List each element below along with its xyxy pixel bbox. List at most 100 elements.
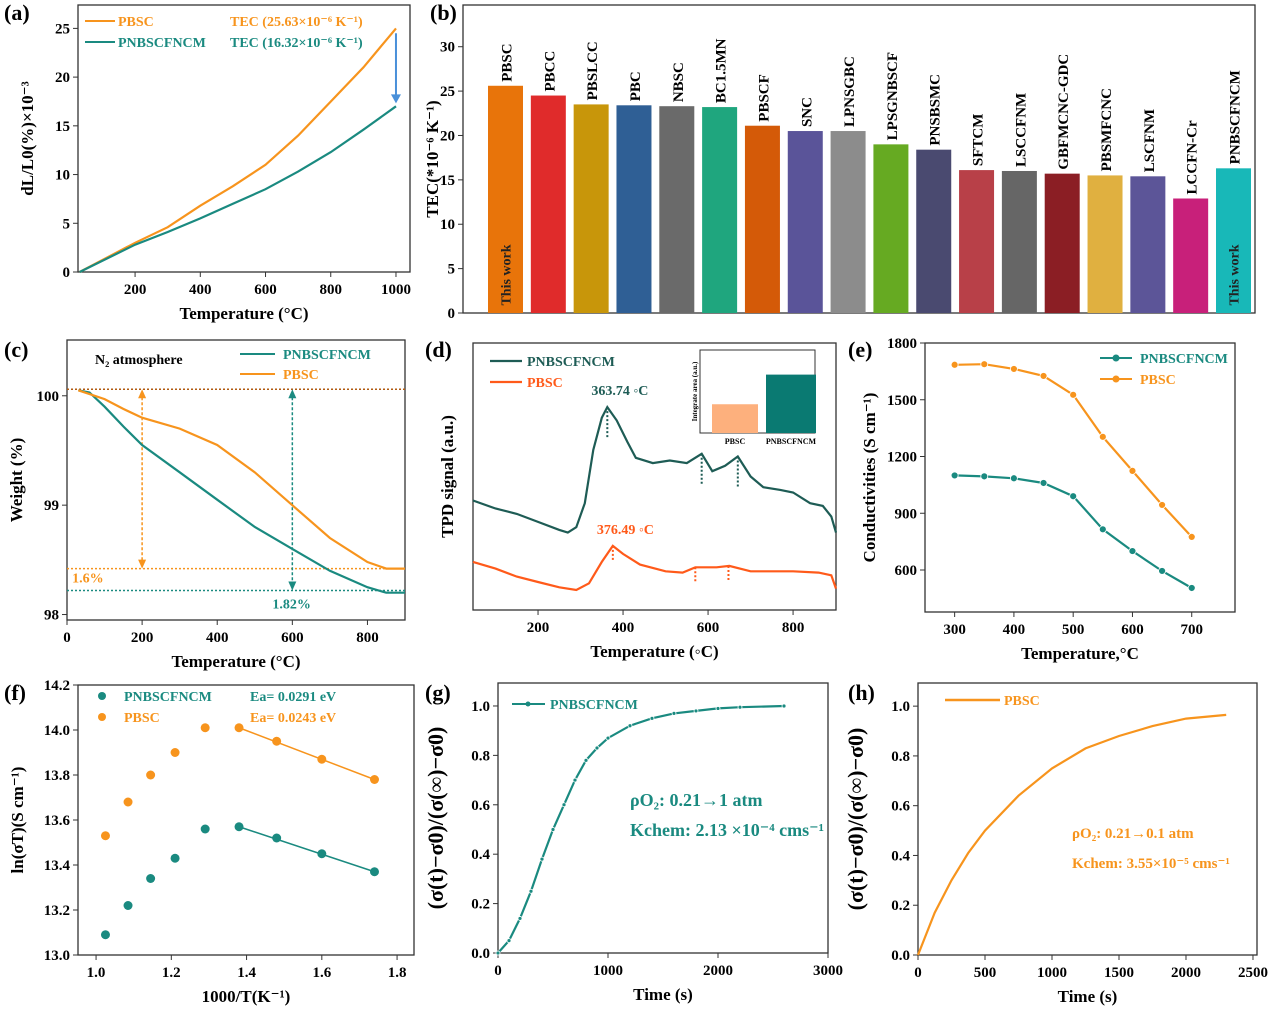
y-tick-label: 13.0: [44, 948, 70, 964]
x-tick-label: 400: [1003, 622, 1026, 638]
y-axis-label: TPD signal (a.u.): [438, 415, 457, 538]
x-axis-label: 1000/T(K⁻¹): [202, 987, 291, 1006]
series-pbsc-point: [100, 831, 110, 841]
series-pnbscfncm-fit-line: [238, 826, 375, 873]
y-tick-label: 1500: [887, 393, 917, 409]
panel-letter: (h): [848, 680, 875, 705]
y-tick-label: 0.8: [471, 748, 490, 764]
series-pnbscfncm-point: [583, 757, 589, 763]
y-tick-label: 15: [440, 173, 455, 189]
x-tick-label: 0: [914, 965, 922, 981]
x-tick-label: 1000: [381, 282, 411, 298]
series-pnbscfncm-point: [123, 901, 133, 910]
x-tick-label: 0: [494, 963, 502, 979]
bar-label: NBSC: [671, 62, 687, 102]
series-pbsc-line: [77, 389, 405, 570]
series-pnbscfncm-point: [272, 833, 282, 843]
arrow-head: [288, 581, 297, 591]
series-pnbscfncm-point: [1069, 492, 1078, 501]
x-tick-label: 300: [943, 622, 966, 638]
bar-lpnsgbc: [830, 131, 866, 313]
series-pnbscfncm-point: [605, 735, 611, 741]
series-pbsc-point: [200, 723, 210, 733]
bar-label: PNBSCFNCM: [1228, 70, 1244, 164]
y-tick-label: 900: [895, 506, 918, 522]
y-tick-label: 0.4: [471, 847, 490, 863]
y-tick-label: 5: [448, 262, 456, 278]
bar-label: GBFMCNC-GDC: [1056, 54, 1072, 170]
legend-label: PNBSCFNCM: [283, 348, 371, 363]
bar-note: This work: [1228, 244, 1243, 305]
series-pnbscfncm-point: [715, 706, 721, 711]
ea-note: Ea= 0.0291 eV: [250, 690, 336, 705]
series-pbsc-line: [79, 27, 397, 273]
bar-label: LPNSGBC: [842, 56, 858, 127]
y-tick-label: 0.0: [471, 946, 490, 962]
series-pnbscfncm-point: [1187, 584, 1196, 592]
panel-letter: (a): [4, 0, 30, 25]
panel-e: (e) 600 900 1200 1500 1800 300 400 500 600 700 Temp…: [848, 336, 1236, 663]
change-label: 1.6%: [72, 572, 104, 587]
x-axis-label: Temperature (°C): [171, 652, 300, 671]
x-tick-label: 200: [527, 620, 550, 636]
y-tick-label: 98: [44, 608, 59, 624]
bar-note: This work: [500, 244, 515, 305]
x-tick-label: 400: [206, 630, 229, 646]
series-pbsc-point: [317, 754, 327, 764]
x-tick-label: 1.4: [237, 965, 256, 981]
series-pnbscfncm-point: [980, 472, 989, 481]
x-tick-label: 200: [131, 630, 154, 646]
bar-label: PBSLCC: [585, 41, 601, 100]
legend-label: PBSC: [527, 376, 563, 391]
y-tick-label: 1.0: [891, 699, 910, 715]
series-pnbscfncm-point: [1098, 525, 1107, 534]
series-pnbscfncm-point: [1010, 474, 1018, 483]
y-axis-label: (σ(t)−σ0)/(σ(∞)−σ0): [423, 727, 448, 910]
x-tick-label: 2000: [703, 963, 733, 979]
y-tick-label: 0.2: [891, 898, 910, 914]
series-pnbscfncm-point: [317, 849, 327, 859]
inset-bar: [766, 374, 816, 433]
arrow-head: [288, 389, 297, 399]
x-tick-label: 600: [697, 620, 720, 636]
series-pnbscfncm-point: [146, 874, 156, 883]
legend-marker: [98, 713, 106, 721]
series-pbsc-point: [369, 775, 379, 784]
series-pbsc-point: [1069, 390, 1078, 399]
legend-label: PNBSCFNCM: [550, 698, 638, 713]
series-pnbscfncm-point: [517, 916, 523, 921]
x-axis-label: Time (s): [633, 985, 693, 1004]
y-tick-label: 20: [55, 70, 70, 86]
legend-label: PBSC: [1140, 373, 1176, 388]
bar-pbscf: [744, 125, 780, 314]
arrow-head: [390, 94, 401, 104]
series-pbsc-line: [916, 713, 1227, 956]
series-pnbscfncm-line: [78, 389, 405, 594]
series-pbsc-line: [472, 544, 838, 592]
series-pnbscfncm-point: [550, 827, 556, 832]
bar-label: BC1.5MN: [714, 38, 730, 103]
series-pnbscfncm-point: [528, 888, 534, 894]
y-tick-label: 13.2: [44, 903, 70, 919]
series-pnbscfncm-point: [671, 710, 677, 716]
ea-note: Ea= 0.0243 eV: [250, 711, 336, 726]
y-tick-label: 1800: [887, 336, 917, 352]
series-pnbscfncm-point: [594, 745, 600, 751]
x-axis-label: Temperature,°C: [1021, 644, 1139, 663]
bar-lsccfnm: [1001, 170, 1037, 313]
bar-label: SFTCM: [971, 114, 987, 167]
bar-sftcm: [959, 170, 995, 313]
condition-note: Kchem: 3.55×10⁻⁵ cms⁻¹: [1072, 856, 1230, 872]
series-pnbscfncm-line: [954, 474, 1193, 589]
series-pbsc-point: [123, 797, 133, 807]
series-pbsc-point: [1098, 432, 1107, 441]
x-tick-label: 800: [782, 620, 805, 636]
y-tick-label: 0.2: [471, 897, 490, 913]
x-tick-label: 1000: [593, 963, 623, 979]
plot-frame: [472, 342, 837, 611]
series-pnbscfncm-point: [737, 704, 743, 710]
inset-y-label: Integrate area (a.u.): [691, 361, 699, 421]
series-pbsc-point: [234, 723, 244, 733]
x-tick-label: 1.0: [87, 965, 106, 981]
y-tick-label: 99: [44, 498, 59, 514]
